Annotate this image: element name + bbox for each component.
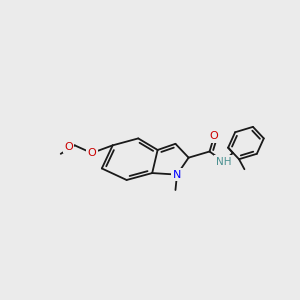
Text: N: N	[173, 169, 181, 180]
Text: NH: NH	[216, 157, 231, 166]
Text: O: O	[64, 142, 73, 152]
Text: O: O	[87, 148, 96, 158]
Text: O: O	[210, 131, 219, 141]
